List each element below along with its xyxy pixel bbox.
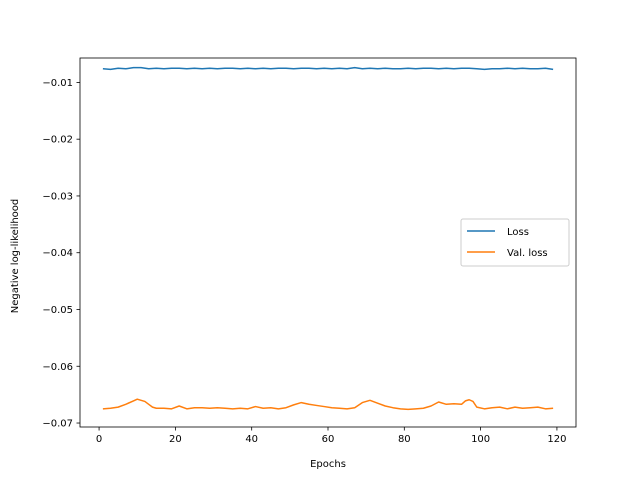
legend-label-loss: Loss bbox=[507, 227, 529, 238]
series-line-loss bbox=[102, 66, 554, 71]
x-tick-label: 40 bbox=[245, 434, 258, 445]
y-tick-label: −0.02 bbox=[42, 135, 73, 146]
y-tick-label: −0.04 bbox=[42, 248, 73, 259]
x-tick-label: 100 bbox=[471, 434, 490, 445]
x-tick-label: 120 bbox=[547, 434, 566, 445]
x-tick-label: 20 bbox=[169, 434, 182, 445]
legend-label-val-loss: Val. loss bbox=[507, 248, 548, 259]
y-tick-label: −0.01 bbox=[42, 78, 73, 89]
y-tick-label: −0.05 bbox=[42, 305, 73, 316]
axes: 0 20 40 60 80 100 120 −0.01 −0.02 −0.03 −0.04 −0.05… bbox=[42, 57, 577, 445]
plot-area bbox=[102, 66, 554, 411]
legend: Loss Val. loss bbox=[460, 218, 570, 267]
x-tick-label: 80 bbox=[398, 434, 411, 445]
series-line-val-loss bbox=[102, 398, 554, 411]
x-axis-label: Epochs bbox=[310, 459, 346, 470]
y-tick-label: −0.06 bbox=[42, 362, 73, 373]
y-tick-label: −0.03 bbox=[42, 191, 73, 202]
y-axis-label: Negative log-likelihood bbox=[10, 199, 21, 314]
x-tick-label: 0 bbox=[96, 434, 102, 445]
x-tick-label: 60 bbox=[322, 434, 335, 445]
y-tick-label: −0.07 bbox=[42, 419, 73, 430]
